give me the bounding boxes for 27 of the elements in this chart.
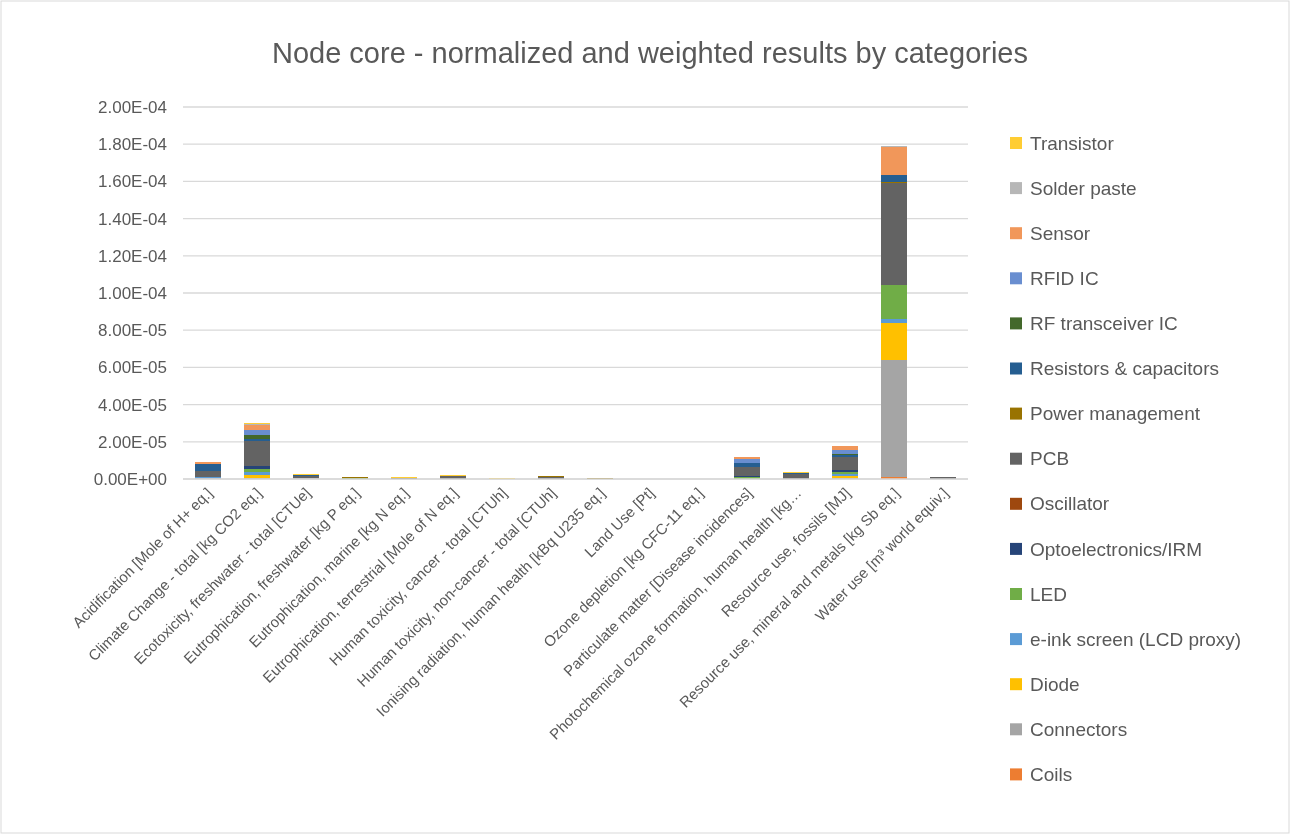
legend-label: Sensor <box>1030 222 1091 244</box>
y-tick-label: 4.00E-05 <box>98 395 167 415</box>
legend-label: RF transceiver IC <box>1030 313 1178 335</box>
legend-label: LED <box>1030 583 1067 605</box>
legend-label: PCB <box>1030 448 1070 470</box>
y-tick-label: 2.00E-04 <box>98 97 167 117</box>
legend-label: Power management <box>1030 403 1201 425</box>
legend-label: Solder paste <box>1030 177 1137 199</box>
legend-label: Transistor <box>1030 132 1115 154</box>
y-tick-label: 8.00E-05 <box>98 321 167 341</box>
legend-label: Resistors & capacitors <box>1030 358 1220 380</box>
y-tick-label: 1.00E-04 <box>98 283 167 303</box>
y-tick-label: 1.60E-04 <box>98 172 167 192</box>
legend-label: Oscillator <box>1030 493 1110 515</box>
y-tick-label: 0.00E+00 <box>93 469 167 489</box>
legend-label: Coils <box>1030 764 1073 786</box>
y-tick-label: 1.40E-04 <box>98 209 167 229</box>
legend-label: e-ink screen (LCD proxy) <box>1030 628 1242 650</box>
legend-label: RFID IC <box>1030 267 1099 289</box>
legend-label: Connectors <box>1030 718 1128 740</box>
legend-label: Optoelectronics/IRM <box>1030 538 1203 560</box>
y-tick-label: 2.00E-05 <box>98 432 167 452</box>
chart-title: Node core - normalized and weighted results by categories <box>271 37 1029 69</box>
legend-label: Diode <box>1030 673 1080 695</box>
y-tick-label: 1.20E-04 <box>98 246 167 266</box>
y-tick-label: 1.80E-04 <box>98 135 167 155</box>
y-tick-label: 6.00E-05 <box>98 358 167 378</box>
